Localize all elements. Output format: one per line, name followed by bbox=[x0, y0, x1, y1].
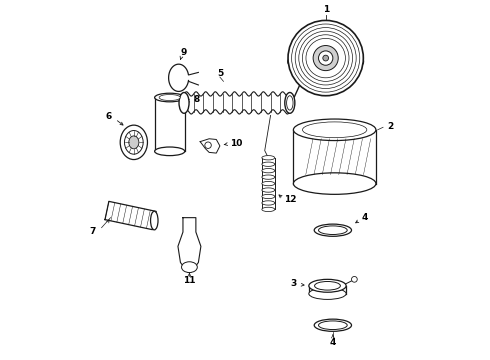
Circle shape bbox=[313, 45, 338, 71]
Ellipse shape bbox=[287, 96, 293, 110]
Polygon shape bbox=[200, 139, 220, 153]
Circle shape bbox=[318, 51, 333, 65]
Ellipse shape bbox=[159, 95, 180, 100]
Ellipse shape bbox=[315, 282, 341, 290]
Ellipse shape bbox=[318, 321, 347, 329]
Text: 6: 6 bbox=[106, 112, 112, 121]
Text: 9: 9 bbox=[181, 48, 187, 57]
Text: 11: 11 bbox=[183, 276, 196, 285]
Text: 2: 2 bbox=[387, 122, 393, 131]
Polygon shape bbox=[178, 218, 201, 272]
Ellipse shape bbox=[309, 288, 346, 300]
Ellipse shape bbox=[318, 226, 347, 234]
Ellipse shape bbox=[294, 173, 376, 194]
Ellipse shape bbox=[124, 131, 143, 154]
Ellipse shape bbox=[262, 181, 275, 186]
Ellipse shape bbox=[262, 175, 275, 179]
Text: 8: 8 bbox=[194, 95, 200, 104]
Circle shape bbox=[351, 276, 357, 282]
Ellipse shape bbox=[262, 194, 275, 199]
Ellipse shape bbox=[294, 119, 376, 140]
Ellipse shape bbox=[155, 93, 185, 102]
Circle shape bbox=[323, 55, 329, 61]
Ellipse shape bbox=[262, 162, 275, 166]
Text: 4: 4 bbox=[330, 338, 336, 347]
Ellipse shape bbox=[129, 136, 139, 149]
Ellipse shape bbox=[309, 279, 346, 292]
Ellipse shape bbox=[285, 93, 295, 113]
Text: 12: 12 bbox=[284, 195, 296, 204]
Text: 3: 3 bbox=[290, 279, 296, 288]
Ellipse shape bbox=[262, 168, 275, 173]
Ellipse shape bbox=[150, 211, 158, 230]
Circle shape bbox=[288, 21, 364, 96]
Ellipse shape bbox=[314, 224, 351, 236]
Text: 7: 7 bbox=[89, 227, 96, 236]
Circle shape bbox=[205, 142, 211, 148]
Text: 4: 4 bbox=[362, 213, 368, 222]
Ellipse shape bbox=[262, 156, 275, 160]
Text: 10: 10 bbox=[230, 139, 242, 148]
Text: 5: 5 bbox=[217, 69, 223, 78]
Ellipse shape bbox=[262, 207, 275, 212]
Ellipse shape bbox=[262, 188, 275, 192]
Ellipse shape bbox=[262, 201, 275, 205]
Ellipse shape bbox=[314, 319, 351, 331]
Ellipse shape bbox=[179, 93, 189, 113]
Ellipse shape bbox=[288, 49, 364, 75]
Polygon shape bbox=[105, 201, 156, 230]
Ellipse shape bbox=[155, 147, 185, 156]
Text: 1: 1 bbox=[322, 5, 329, 14]
Ellipse shape bbox=[120, 125, 147, 159]
Ellipse shape bbox=[181, 262, 197, 273]
